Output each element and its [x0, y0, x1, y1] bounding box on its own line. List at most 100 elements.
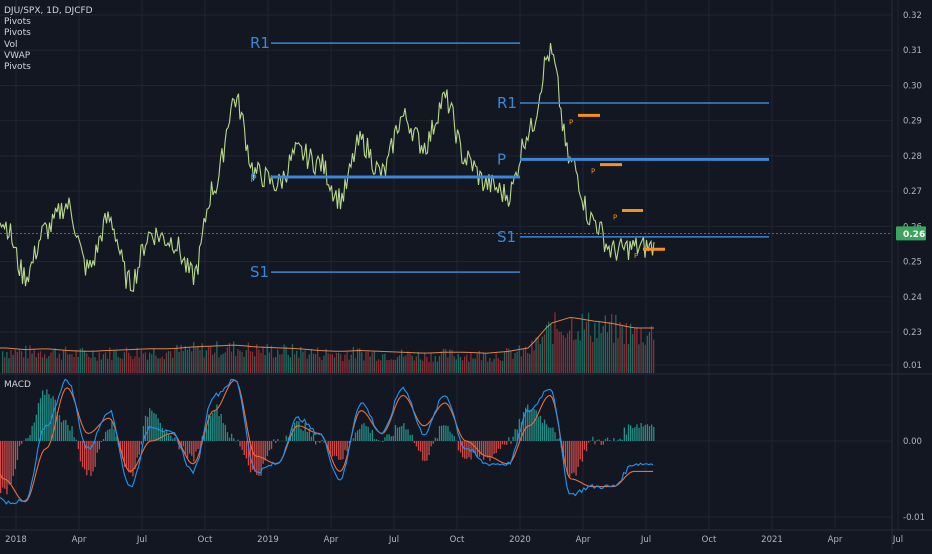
macd-hist-bar [605, 439, 606, 441]
volume-bar [258, 350, 259, 373]
macd-hist-bar [544, 420, 545, 441]
macd-hist-bar [416, 441, 417, 446]
volume-bar [277, 350, 278, 373]
volume-bar [84, 350, 85, 373]
macd-hist-bar [607, 438, 608, 441]
volume-bar [153, 348, 154, 373]
volume-bar [239, 351, 240, 373]
macd-hist-bar [403, 423, 404, 441]
volume-bar [44, 354, 45, 373]
macd-hist-bar [172, 439, 173, 441]
macd-hist-bar [195, 441, 196, 452]
macd-hist-bar [267, 441, 268, 456]
volume-bar [273, 358, 274, 373]
y-tick-label: 0.23 [903, 328, 922, 338]
volume-bar [115, 351, 116, 373]
volume-bar [151, 354, 152, 373]
volume-bar [164, 359, 165, 373]
volume-bar [42, 357, 43, 373]
macd-hist-bar [336, 441, 337, 456]
y-tick-label: 0.28 [903, 152, 922, 162]
macd-hist-bar [599, 440, 600, 441]
volume-bar [162, 357, 163, 373]
macd-hist-bar [113, 429, 114, 441]
macd-hist-bar [69, 431, 70, 441]
macd-hist-bar [506, 441, 507, 445]
macd-hist-bar [641, 423, 642, 441]
macd-hist-bar [372, 430, 373, 441]
volume-bar [183, 351, 184, 373]
macd-hist-bar [559, 438, 560, 441]
macd-hist-bar [130, 441, 131, 473]
macd-hist-bar [137, 441, 138, 458]
volume-bar [78, 357, 79, 373]
macd-hist-bar [407, 429, 408, 441]
macd-hist-bar [269, 441, 270, 450]
macd-hist-bar [197, 441, 198, 449]
macd-hist-bar [189, 441, 190, 454]
macd-hist-bar [32, 426, 33, 441]
macd-hist-bar [567, 441, 568, 475]
volume-bar [206, 350, 207, 373]
volume-bar [160, 358, 161, 373]
volume-bar [510, 351, 511, 373]
volume-bar [523, 349, 524, 373]
legend-pivots-3[interactable]: Pivots [4, 62, 93, 73]
macd-hist-bar [294, 423, 295, 441]
x-tick-label: 2021 [761, 535, 783, 545]
x-tick-label: 2019 [257, 535, 279, 545]
macd-hist-bar [575, 441, 576, 476]
volume-bar [412, 356, 413, 373]
volume-bar [80, 349, 81, 373]
macd-hist-bar [74, 437, 75, 441]
volume-bar [603, 326, 604, 373]
legend-pivots-2[interactable]: Pivots [4, 28, 93, 39]
pivot-label-s1: S1 [497, 228, 516, 246]
macd-hist-bar [6, 441, 7, 494]
volume-bar [124, 352, 125, 373]
chart-legend: DJU/SPX, 1D, DJCFD Pivots Pivots Vol VWA… [4, 6, 93, 73]
legend-vol[interactable]: Vol [4, 40, 93, 51]
volume-bar [533, 350, 534, 373]
legend-pivots-1[interactable]: Pivots [4, 17, 93, 28]
volume-bar [441, 351, 442, 373]
volume-bar [134, 356, 135, 373]
macd-hist-bar [263, 441, 264, 464]
macd-pane-label[interactable]: MACD [4, 380, 31, 390]
macd-hist-bar [15, 441, 16, 469]
macd-hist-bar [378, 440, 379, 441]
volume-bar [101, 360, 102, 373]
macd-hist-bar [489, 441, 490, 461]
volume-bar [487, 362, 488, 373]
macd-hist-bar [11, 441, 12, 484]
legend-vwap[interactable]: VWAP [4, 51, 93, 62]
volume-bar [407, 351, 408, 373]
volume-bar [231, 352, 232, 373]
volume-bar [649, 332, 650, 373]
macd-hist-bar [401, 426, 402, 441]
legend-symbol[interactable]: DJU/SPX, 1D, DJCFD [4, 6, 93, 17]
volume-bar [479, 351, 480, 373]
volume-bar [437, 362, 438, 373]
macd-hist-bar [76, 440, 77, 441]
y-tick-label: 0.30 [903, 81, 922, 91]
volume-bar [325, 349, 326, 373]
y-tick-label: 0.25 [903, 258, 922, 268]
volume-bar [619, 322, 620, 373]
volume-bar [607, 332, 608, 373]
x-tick-label: 2020 [509, 535, 531, 545]
volume-bar [517, 352, 518, 373]
volume-bar [552, 344, 553, 373]
macd-hist-bar [149, 408, 150, 441]
x-tick-label: Oct [702, 535, 717, 545]
pivot-label-r1: R1 [250, 34, 270, 52]
volume-bar [409, 354, 410, 373]
volume-bar [136, 348, 137, 373]
volume-bar [540, 344, 541, 373]
macd-hist-bar [515, 429, 516, 441]
volume-bar [15, 349, 16, 373]
macd-hist-bar [319, 441, 320, 443]
macd-hist-bar [340, 441, 341, 460]
